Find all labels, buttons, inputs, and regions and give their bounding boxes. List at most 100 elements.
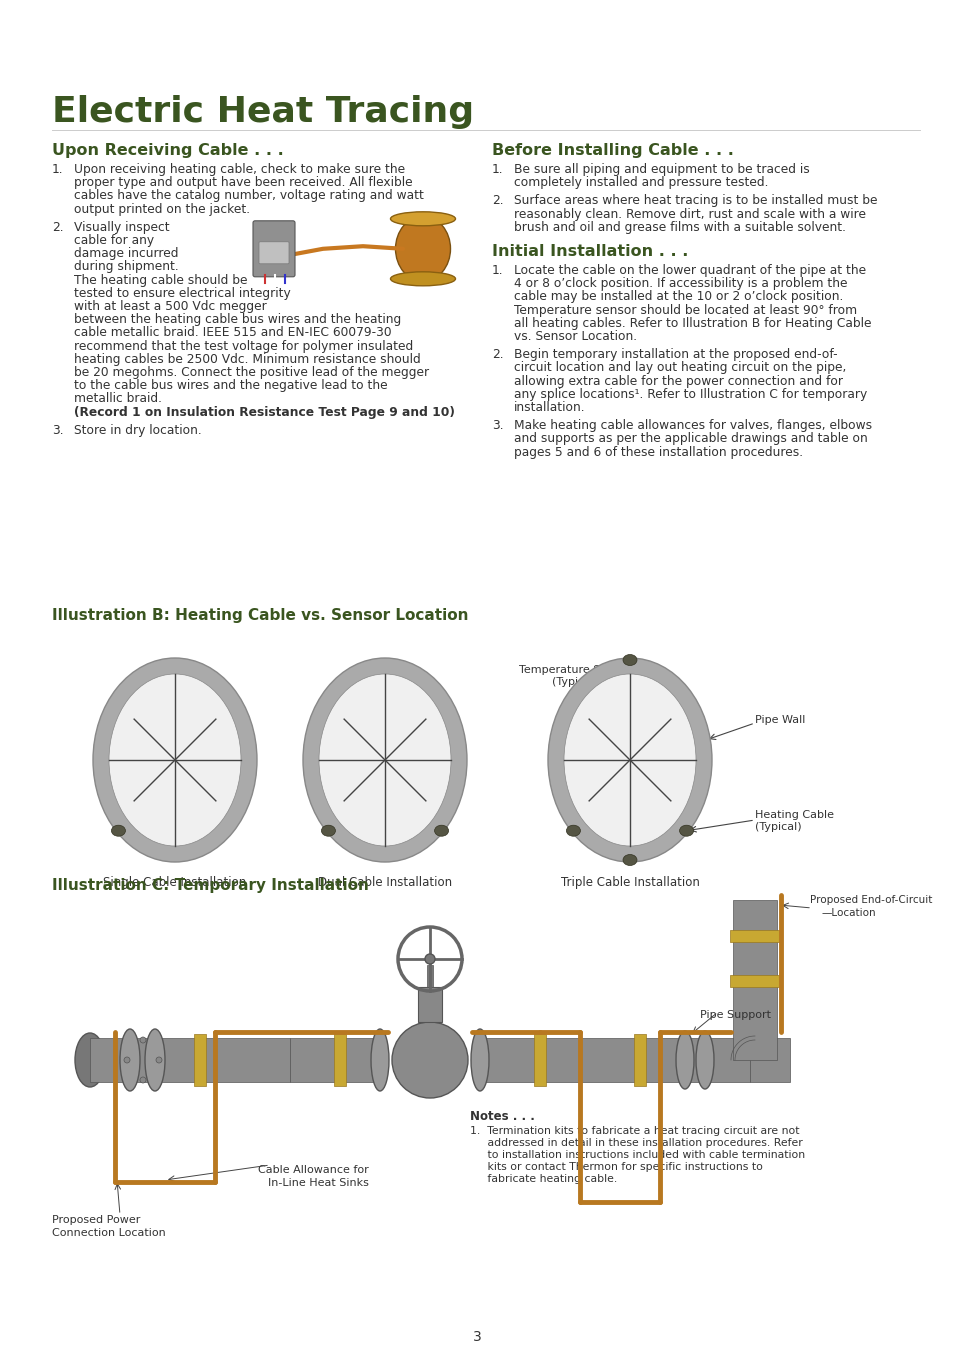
Text: allowing extra cable for the power connection and for: allowing extra cable for the power conne… (514, 374, 842, 387)
Ellipse shape (390, 212, 455, 225)
Ellipse shape (471, 1029, 489, 1091)
Text: (Record 1 on Insulation Resistance Test Page 9 and 10): (Record 1 on Insulation Resistance Test … (74, 405, 455, 418)
Bar (334, 1034, 346, 1085)
Circle shape (140, 1037, 146, 1044)
Text: Make heating cable allowances for valves, flanges, elbows: Make heating cable allowances for valves… (514, 420, 871, 432)
Text: In-Line Heat Sinks: In-Line Heat Sinks (268, 1179, 369, 1188)
Ellipse shape (120, 1029, 140, 1091)
Bar (479, 1038, 679, 1081)
Text: between the heating cable bus wires and the heating: between the heating cable bus wires and … (74, 313, 401, 327)
Ellipse shape (303, 657, 467, 863)
Text: 45°: 45° (155, 790, 174, 801)
Text: tested to ensure electrical integrity: tested to ensure electrical integrity (74, 286, 291, 300)
Ellipse shape (75, 1033, 105, 1087)
Text: 90°: 90° (638, 755, 656, 765)
Ellipse shape (109, 674, 241, 846)
Text: Visually inspect: Visually inspect (74, 221, 170, 234)
Text: Temperature Sensor
(Typical): Temperature Sensor (Typical) (518, 666, 631, 687)
Text: kits or contact Thermon for specific instructions to: kits or contact Thermon for specific ins… (470, 1162, 762, 1172)
Text: fabricate heating cable.: fabricate heating cable. (470, 1174, 617, 1184)
Text: Illustration C: Temporary Installation: Illustration C: Temporary Installation (52, 878, 369, 892)
Text: to the cable bus wires and the negative lead to the: to the cable bus wires and the negative … (74, 379, 387, 393)
Ellipse shape (622, 855, 637, 865)
Text: 1.  Termination kits to fabricate a heat tracing circuit are not: 1. Termination kits to fabricate a heat … (470, 1126, 799, 1135)
Bar (193, 1034, 206, 1085)
Text: Begin temporary installation at the proposed end-of-: Begin temporary installation at the prop… (514, 348, 837, 362)
FancyBboxPatch shape (258, 242, 289, 263)
Text: be 20 megohms. Connect the positive lead of the megger: be 20 megohms. Connect the positive lead… (74, 366, 429, 379)
Text: cable may be installed at the 10 or 2 o’clock position.: cable may be installed at the 10 or 2 o’… (514, 290, 842, 304)
Text: 3: 3 (472, 1330, 481, 1345)
Circle shape (140, 1077, 146, 1083)
Ellipse shape (400, 1029, 418, 1091)
Text: Cable Allowance for: Cable Allowance for (257, 1165, 369, 1174)
Text: Electric Heat Tracing: Electric Heat Tracing (52, 95, 474, 130)
Text: 45°: 45° (395, 790, 414, 801)
Text: Locate the cable on the lower quadrant of the pipe at the: Locate the cable on the lower quadrant o… (514, 265, 865, 277)
Text: Store in dry location.: Store in dry location. (74, 424, 201, 437)
Text: Triple Cable Installation: Triple Cable Installation (560, 876, 699, 890)
Bar (417, 987, 441, 1022)
Text: 45°: 45° (642, 788, 660, 798)
Circle shape (424, 954, 435, 964)
Text: Single Cable Installation: Single Cable Installation (103, 876, 247, 890)
Ellipse shape (547, 657, 711, 863)
Text: brush and oil and grease films with a suitable solvent.: brush and oil and grease films with a su… (514, 221, 845, 234)
Ellipse shape (112, 825, 125, 836)
Text: vs. Sensor Location.: vs. Sensor Location. (514, 329, 637, 343)
Text: metallic braid.: metallic braid. (74, 393, 162, 405)
Text: 1.: 1. (492, 265, 503, 277)
Text: Heating Cable
(Typical): Heating Cable (Typical) (754, 810, 833, 832)
Text: Notes . . .: Notes . . . (470, 1110, 535, 1123)
FancyBboxPatch shape (253, 221, 294, 277)
Text: 3.: 3. (492, 420, 503, 432)
Text: 90°: 90° (141, 772, 159, 782)
Ellipse shape (92, 657, 256, 863)
Bar (90, 1038, 290, 1081)
Text: addressed in detail in these installation procedures. Refer: addressed in detail in these installatio… (470, 1138, 801, 1148)
Ellipse shape (676, 1031, 693, 1089)
Ellipse shape (390, 271, 455, 286)
Text: and supports as per the applicable drawings and table on: and supports as per the applicable drawi… (514, 432, 867, 446)
Text: Upon receiving heating cable, check to make sure the: Upon receiving heating cable, check to m… (74, 163, 405, 176)
Text: 45°: 45° (590, 788, 609, 798)
Circle shape (124, 1057, 130, 1062)
Ellipse shape (145, 1029, 165, 1091)
Text: Illustration B: Heating Cable vs. Sensor Location: Illustration B: Heating Cable vs. Sensor… (52, 608, 468, 622)
Text: Pipe Support: Pipe Support (700, 1010, 770, 1021)
Text: Proposed End-of-Circuit: Proposed End-of-Circuit (809, 895, 931, 905)
Text: cables have the catalog number, voltage rating and watt: cables have the catalog number, voltage … (74, 189, 423, 202)
Text: Dual Cable Installation: Dual Cable Installation (317, 876, 452, 890)
Ellipse shape (563, 674, 696, 846)
Ellipse shape (395, 216, 450, 281)
Text: any splice locations¹. Refer to Illustration C for temporary: any splice locations¹. Refer to Illustra… (514, 387, 866, 401)
Ellipse shape (318, 674, 451, 846)
Text: 1.: 1. (52, 163, 64, 176)
Text: circuit location and lay out heating circuit on the pipe,: circuit location and lay out heating cir… (514, 362, 845, 374)
Text: recommend that the test voltage for polymer insulated: recommend that the test voltage for poly… (74, 340, 413, 352)
Text: installation.: installation. (514, 401, 585, 414)
Text: proper type and output have been received. All flexible: proper type and output have been receive… (74, 177, 413, 189)
Text: Pipe Wall: Pipe Wall (754, 716, 804, 725)
Circle shape (392, 1022, 468, 1098)
Text: Surface areas where heat tracing is to be installed must be: Surface areas where heat tracing is to b… (514, 194, 877, 208)
Bar (427, 965, 433, 987)
Ellipse shape (696, 1031, 713, 1089)
Text: 45°: 45° (638, 716, 656, 725)
Ellipse shape (321, 825, 335, 836)
Bar (749, 1038, 789, 1081)
Text: Connection Location: Connection Location (52, 1228, 166, 1238)
Text: pages 5 and 6 of these installation procedures.: pages 5 and 6 of these installation proc… (514, 446, 802, 459)
Text: Be sure all piping and equipment to be traced is: Be sure all piping and equipment to be t… (514, 163, 809, 176)
Bar (679, 1038, 749, 1081)
Text: during shipment.: during shipment. (74, 261, 178, 274)
Text: 4 or 8 o’clock position. If accessibility is a problem the: 4 or 8 o’clock position. If accessibilit… (514, 277, 846, 290)
Text: cable metallic braid. IEEE 515 and EN-IEC 60079-30: cable metallic braid. IEEE 515 and EN-IE… (74, 327, 392, 339)
Bar (290, 1038, 379, 1081)
Bar (634, 1034, 645, 1085)
Text: 2.: 2. (52, 221, 64, 234)
Text: —Location: —Location (821, 909, 876, 918)
Ellipse shape (679, 825, 693, 836)
Text: heating cables be 2500 Vdc. Minimum resistance should: heating cables be 2500 Vdc. Minimum resi… (74, 352, 420, 366)
Text: 2.: 2. (492, 348, 503, 362)
